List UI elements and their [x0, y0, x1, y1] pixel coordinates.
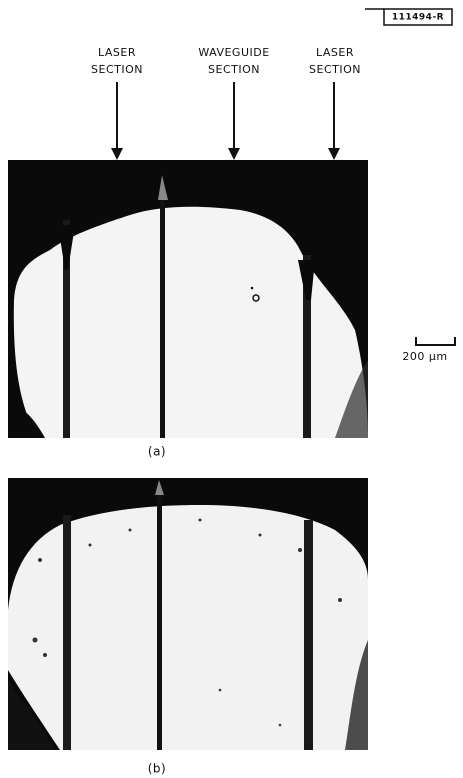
arrowhead: [111, 148, 123, 160]
micrograph-b: [8, 478, 368, 750]
section-label: LASER: [98, 46, 136, 59]
section-label: SECTION: [208, 63, 260, 76]
page: 111494-R LASER SECTION WAVEGUIDE SECTION…: [0, 0, 463, 778]
figure-id: 111494-R: [392, 13, 444, 23]
section-label: WAVEGUIDE: [198, 46, 269, 59]
panel-label: (b): [148, 762, 166, 776]
panel-label: (a): [148, 445, 166, 459]
arrowhead: [228, 148, 240, 160]
micrograph-a: [8, 160, 368, 438]
scale-bar-label: 200 μm: [402, 350, 447, 363]
figure: 111494-R LASER SECTION WAVEGUIDE SECTION…: [0, 0, 463, 778]
scale-bar: [416, 337, 455, 345]
section-label: SECTION: [91, 63, 143, 76]
section-label: LASER: [316, 46, 354, 59]
arrowhead: [328, 148, 340, 160]
section-label: SECTION: [309, 63, 361, 76]
